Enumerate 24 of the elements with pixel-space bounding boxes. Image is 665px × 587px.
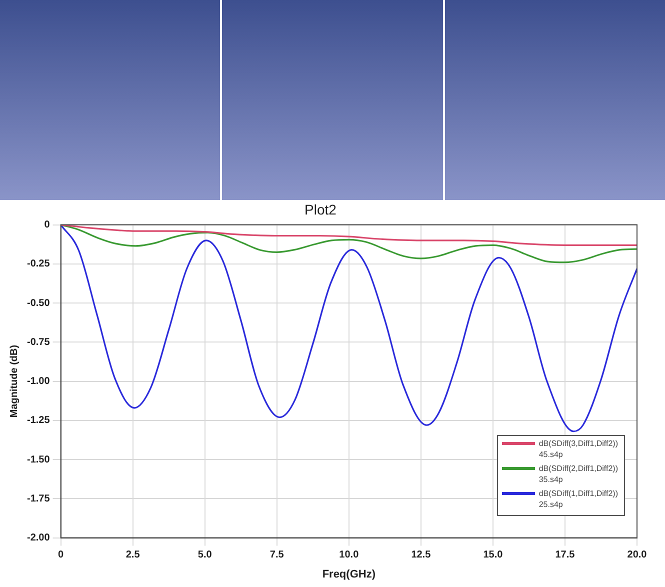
y-axis-title: Magnitude (dB) [8,344,20,418]
legend-label: dB(SDiff(2,Diff1,Diff2)) 35.s4p [538,462,618,485]
y-tick-label: -1.50 [26,454,50,466]
legend-label: dB(SDiff(1,Diff1,Diff2)) 25.s4p [538,488,618,510]
y-tick-label: -1.00 [26,376,50,388]
legend-label: dB(SDiff(3,Diff1,Diff2)) 45.s4p [538,438,618,460]
x-tick-label: 10.0 [339,550,360,561]
x-tick-label: 20.0 [627,550,648,561]
y-tick-label: -0.75 [26,336,50,348]
x-tick-label: 12.5 [411,550,432,561]
y-tick-label: -1.75 [26,493,50,504]
x-axis-title: Freq(GHz) [322,568,376,580]
x-tick-label: 5.0 [198,550,212,561]
y-tick-label: 0 [44,220,50,231]
x-tick-label: 2.5 [126,550,140,561]
y-tick-label: -0.25 [26,258,50,270]
y-tick-label: -1.25 [26,415,50,426]
chart-title: Plot2 [304,201,337,218]
x-tick-label: 17.5 [555,550,576,561]
y-tick-label: -2.00 [26,532,50,544]
y-tick-label: -0.50 [26,298,50,309]
x-tick-label: 0 [58,550,64,561]
x-tick-label: 7.5 [270,550,284,561]
x-tick-label: 15.0 [483,550,504,561]
